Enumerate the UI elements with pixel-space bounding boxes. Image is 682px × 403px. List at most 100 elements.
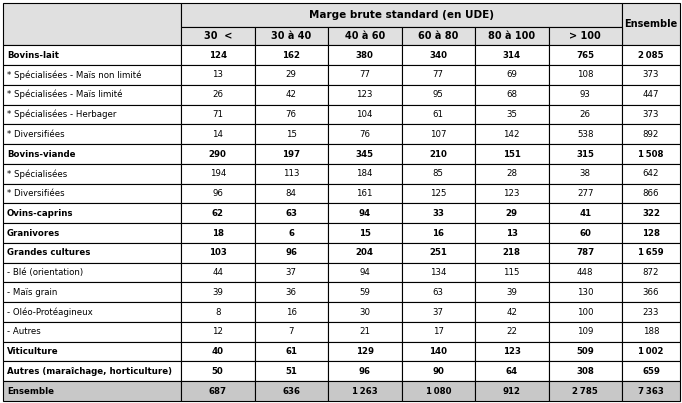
Text: 29: 29 — [286, 71, 297, 79]
Text: 13: 13 — [212, 71, 223, 79]
Text: - Blé (orientation): - Blé (orientation) — [7, 268, 83, 277]
Bar — [548, 322, 622, 342]
Text: 151: 151 — [503, 150, 520, 158]
Bar — [328, 322, 402, 342]
Bar — [402, 65, 475, 85]
Text: 866: 866 — [642, 189, 659, 198]
Text: 30: 30 — [359, 307, 370, 317]
Text: 37: 37 — [286, 268, 297, 277]
Text: 912: 912 — [503, 386, 521, 396]
Bar — [3, 302, 181, 322]
Text: 42: 42 — [506, 307, 517, 317]
Text: 22: 22 — [506, 327, 517, 337]
Bar — [3, 46, 181, 65]
Text: 26: 26 — [580, 110, 591, 119]
Text: 1 659: 1 659 — [638, 248, 664, 257]
Bar — [181, 361, 254, 381]
Bar — [475, 322, 548, 342]
Text: 33: 33 — [432, 209, 444, 218]
Text: * Diversifiées: * Diversifiées — [7, 130, 65, 139]
Text: 90: 90 — [432, 367, 444, 376]
Text: 113: 113 — [283, 169, 299, 178]
Bar — [622, 322, 680, 342]
Text: 509: 509 — [576, 347, 594, 356]
Text: 7 363: 7 363 — [638, 386, 664, 396]
Text: 80 à 100: 80 à 100 — [488, 31, 535, 41]
Bar — [181, 223, 254, 243]
Bar — [254, 381, 328, 401]
Text: 373: 373 — [642, 110, 659, 119]
Text: 96: 96 — [359, 367, 371, 376]
Bar — [622, 263, 680, 283]
Text: 29: 29 — [506, 209, 518, 218]
Bar — [402, 125, 475, 144]
Bar — [3, 125, 181, 144]
Text: * Spécialisées: * Spécialisées — [7, 169, 68, 179]
Bar — [622, 361, 680, 381]
Bar — [181, 27, 254, 46]
Bar — [328, 263, 402, 283]
Bar — [548, 65, 622, 85]
Text: 30  <: 30 < — [203, 31, 232, 41]
Bar — [328, 381, 402, 401]
Bar — [622, 3, 680, 46]
Bar — [622, 184, 680, 204]
Bar — [254, 27, 328, 46]
Text: 37: 37 — [433, 307, 444, 317]
Bar — [622, 243, 680, 263]
Text: 197: 197 — [282, 150, 300, 158]
Text: Bovins-viande: Bovins-viande — [7, 150, 76, 158]
Text: 63: 63 — [285, 209, 297, 218]
Text: 96: 96 — [212, 189, 223, 198]
Bar — [475, 381, 548, 401]
Bar — [622, 65, 680, 85]
Bar — [328, 361, 402, 381]
Text: 69: 69 — [506, 71, 517, 79]
Bar — [254, 263, 328, 283]
Text: 28: 28 — [506, 169, 517, 178]
Bar — [181, 204, 254, 223]
Bar — [254, 164, 328, 184]
Bar — [475, 302, 548, 322]
Bar — [402, 27, 475, 46]
Bar — [622, 381, 680, 401]
Bar — [548, 105, 622, 125]
Text: 60: 60 — [579, 229, 591, 237]
Bar — [328, 283, 402, 302]
Text: 71: 71 — [212, 110, 223, 119]
Text: 61: 61 — [433, 110, 444, 119]
Text: 184: 184 — [357, 169, 373, 178]
Bar — [402, 243, 475, 263]
Bar — [475, 223, 548, 243]
Bar — [254, 105, 328, 125]
Text: 787: 787 — [576, 248, 595, 257]
Bar — [181, 3, 622, 27]
Text: 659: 659 — [642, 367, 660, 376]
Text: 35: 35 — [506, 110, 517, 119]
Text: 63: 63 — [433, 288, 444, 297]
Text: 96: 96 — [285, 248, 297, 257]
Bar — [328, 125, 402, 144]
Bar — [622, 223, 680, 243]
Text: Ovins-caprins: Ovins-caprins — [7, 209, 74, 218]
Text: 8: 8 — [215, 307, 220, 317]
Bar — [475, 184, 548, 204]
Text: 188: 188 — [642, 327, 659, 337]
Bar — [548, 361, 622, 381]
Bar — [402, 302, 475, 322]
Bar — [328, 302, 402, 322]
Text: Autres (maraîchage, horticulture): Autres (maraîchage, horticulture) — [7, 367, 172, 376]
Text: 194: 194 — [209, 169, 226, 178]
Bar — [181, 322, 254, 342]
Bar — [402, 105, 475, 125]
Text: 13: 13 — [506, 229, 518, 237]
Bar — [402, 342, 475, 361]
Text: 59: 59 — [359, 288, 370, 297]
Bar — [402, 361, 475, 381]
Bar — [402, 164, 475, 184]
Bar — [548, 125, 622, 144]
Bar — [402, 263, 475, 283]
Bar — [254, 243, 328, 263]
Bar — [622, 46, 680, 65]
Text: Ensemble: Ensemble — [625, 19, 678, 29]
